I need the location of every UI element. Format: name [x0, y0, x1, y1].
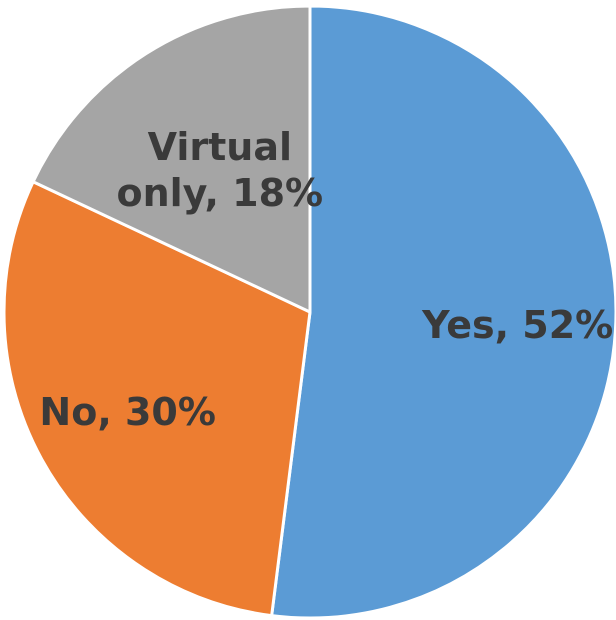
pie-slices	[2, 4, 616, 620]
pie-slice-yes	[270, 4, 616, 620]
data-label-virtual-only: Virtual only, 18%	[116, 125, 323, 215]
data-label-no: No, 30%	[39, 390, 216, 434]
pie-labels: Yes, 52% No, 30% Virtual only, 18%	[39, 125, 613, 434]
data-label-yes: Yes, 52%	[421, 303, 613, 347]
pie-slice-no	[2, 180, 312, 618]
pie-slice-virtual-only	[31, 4, 312, 314]
